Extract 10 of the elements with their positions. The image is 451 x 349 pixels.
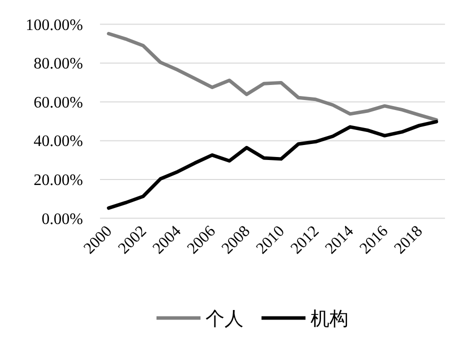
y-tick-label: 20.00% bbox=[34, 172, 83, 189]
legend-label: 机构 bbox=[310, 308, 348, 330]
y-tick-label: 100.00% bbox=[26, 16, 83, 34]
line-series bbox=[106, 32, 438, 122]
line-series bbox=[106, 120, 438, 210]
legend-label: 个人 bbox=[206, 308, 244, 330]
y-tick-label: 80.00% bbox=[34, 56, 83, 73]
y-tick-label: 60.00% bbox=[34, 94, 83, 112]
y-tick-label: 0.00% bbox=[42, 210, 83, 228]
y-tick-label: 40.00% bbox=[34, 133, 83, 150]
